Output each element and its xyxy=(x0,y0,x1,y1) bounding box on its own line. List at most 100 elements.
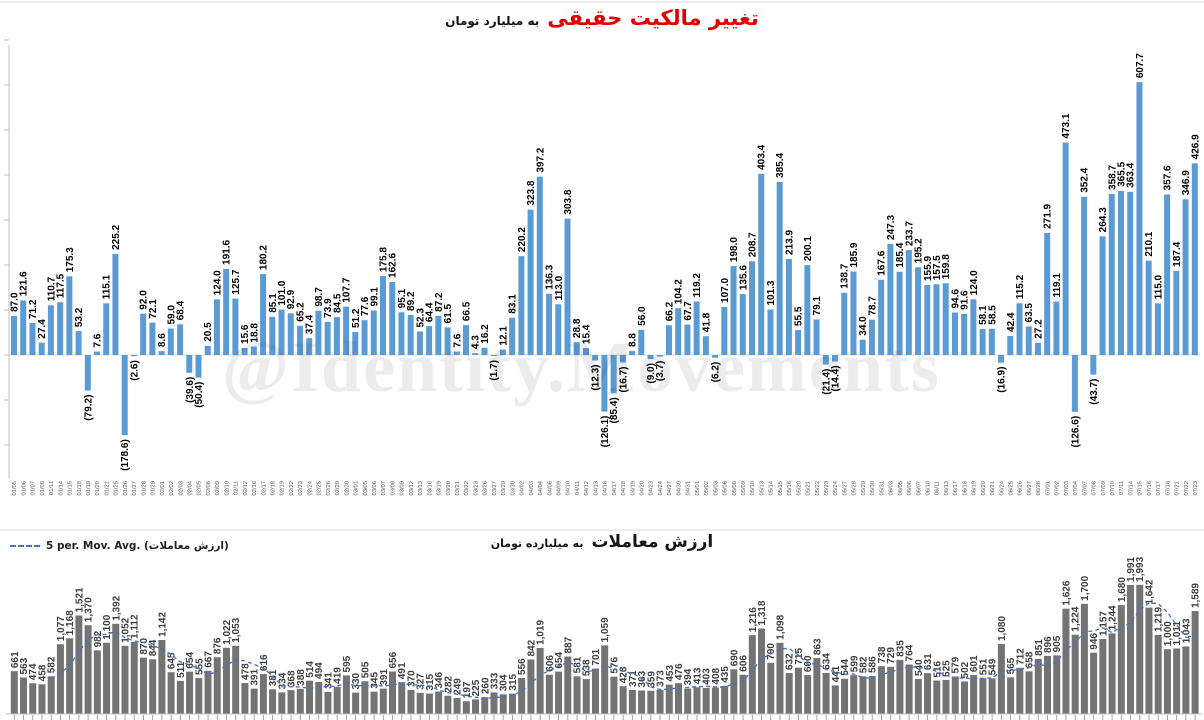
top-bar-value-label: (6.2) xyxy=(711,362,722,383)
top-bar-value-label: 397.2 xyxy=(535,147,546,172)
bottom-bar xyxy=(269,689,277,714)
bottom-bar-value-label: 345 xyxy=(370,672,381,689)
bottom-bar-value-label: 565 xyxy=(1006,657,1017,674)
bottom-bar xyxy=(850,675,858,714)
bottom-bar-value-label: 346 xyxy=(434,671,445,688)
top-bar xyxy=(582,348,589,355)
top-bar xyxy=(103,303,110,355)
x-axis-date-label: 02/03 xyxy=(178,481,184,496)
top-bar-value-label: 27.4 xyxy=(37,319,48,339)
x-axis-date-label: 07/04 xyxy=(1073,480,1079,495)
bottom-bar xyxy=(1062,608,1070,714)
trade-value-plot: 6615634744585821,0771,1681,5211,3709821,… xyxy=(0,529,1204,720)
top-bar xyxy=(47,305,54,355)
bottom-bar xyxy=(379,688,387,714)
bottom-bar-value-label: 764 xyxy=(905,644,916,661)
bottom-bar-value-label: 549 xyxy=(988,658,999,675)
top-bar-value-label: 113.0 xyxy=(554,275,565,300)
top-bar xyxy=(278,309,285,355)
top-bar xyxy=(721,306,728,355)
top-bar xyxy=(933,284,940,355)
top-bar-value-label: 73.9 xyxy=(323,298,334,318)
x-axis-date-label: 06/18 xyxy=(962,481,968,496)
x-axis-date-label: 06/27 xyxy=(1027,481,1033,496)
bottom-bar xyxy=(232,645,240,714)
x-axis-date-label: 02/12 xyxy=(243,481,249,496)
x-axis-date-label: 04/09 xyxy=(556,481,562,496)
top-bar xyxy=(407,314,414,355)
top-bar xyxy=(1154,303,1161,355)
top-bar-value-label: 159.8 xyxy=(941,254,952,279)
top-bar-value-label: 121.6 xyxy=(19,271,30,296)
bottom-bar xyxy=(804,675,812,714)
top-chart-title: تغییر مالکیت حقیقی به میلیارد تومان xyxy=(0,6,1204,30)
bottom-bar xyxy=(389,671,397,714)
bottom-bar-value-label: 1,589 xyxy=(1191,583,1202,608)
bottom-bar xyxy=(84,625,92,714)
bottom-bar xyxy=(933,680,941,714)
x-axis-date-label: 05/27 xyxy=(842,481,848,496)
top-bar xyxy=(878,279,885,355)
top-bar-value-label: 385.4 xyxy=(775,152,786,177)
bottom-bar-value-label: 516 xyxy=(932,660,943,677)
bottom-bar xyxy=(195,678,203,714)
bottom-bar-value-label: 582 xyxy=(859,656,870,673)
bottom-bar-value-label: 1,059 xyxy=(600,617,611,642)
top-bar xyxy=(94,351,101,355)
bottom-bar xyxy=(103,642,111,714)
top-bar-value-label: 115.0 xyxy=(1153,274,1164,299)
bottom-bar-value-label: 315 xyxy=(508,673,519,690)
x-axis-date-label: 04/18 xyxy=(621,481,627,496)
x-axis-date-label: 06/07 xyxy=(916,481,922,496)
bottom-bar xyxy=(619,686,627,714)
top-bar xyxy=(629,351,636,355)
bottom-bar-value-label: 478 xyxy=(240,663,251,680)
x-axis-date-label: 04/19 xyxy=(630,481,636,496)
top-bar-value-label: 34.0 xyxy=(858,316,869,336)
trade-value-chart: 5 per. Mov. Avg. (ارزش معاملات) ارزش معا… xyxy=(0,528,1204,720)
bottom-bar-value-label: 514 xyxy=(305,661,316,678)
bottom-bar xyxy=(1108,633,1116,714)
bottom-bar xyxy=(813,658,821,714)
x-axis-date-label: 06/10 xyxy=(925,481,931,496)
x-axis-date-label: 03/08 xyxy=(390,481,396,496)
x-axis-date-label: 06/06 xyxy=(907,481,913,496)
x-axis-date-label: 06/21 xyxy=(990,481,996,496)
x-axis-date-label: 05/21 xyxy=(806,481,812,496)
bottom-bar-value-label: 505 xyxy=(360,661,371,678)
bottom-bar-value-label: 525 xyxy=(942,660,953,677)
x-axis-date-label: 03/23 xyxy=(473,481,479,496)
x-axis-date-label: 04/17 xyxy=(612,481,618,496)
bottom-bar-value-label: 249 xyxy=(453,678,464,695)
bottom-bar xyxy=(638,690,646,714)
x-axis-date-label: 01/26 xyxy=(123,481,129,496)
bottom-bar-value-label: 1,142 xyxy=(157,612,168,637)
bottom-bar-value-label: 334 xyxy=(277,672,288,689)
x-axis-date-label: 04/23 xyxy=(649,481,655,496)
bottom-bar-value-label: 1,168 xyxy=(65,610,76,635)
x-axis-date-label: 06/25 xyxy=(1009,481,1015,496)
bottom-bar xyxy=(1007,677,1015,714)
top-bar-value-label: 175.8 xyxy=(379,247,390,272)
bottom-bar xyxy=(684,688,692,714)
bottom-bar xyxy=(93,650,101,714)
bottom-bar-value-label: 408 xyxy=(711,667,722,684)
top-bar-value-label: 136.3 xyxy=(545,264,556,289)
bottom-chart-title: ارزش معاملات به میلیارده تومان xyxy=(0,532,1204,552)
top-bar xyxy=(20,300,27,355)
bottom-bar xyxy=(951,676,959,714)
top-bar xyxy=(536,176,543,355)
x-axis-date-label: 01/14 xyxy=(58,480,64,495)
bottom-bar xyxy=(610,676,618,714)
bottom-bar xyxy=(186,671,194,714)
top-bar xyxy=(38,342,45,355)
top-bar-value-label: 175.3 xyxy=(65,247,76,272)
top-bar-value-label: 18.8 xyxy=(249,323,260,343)
top-bar xyxy=(1081,196,1088,355)
top-bar-value-label: 52.3 xyxy=(415,308,426,328)
top-chart-title-main: تغییر مالکیت حقیقی xyxy=(547,6,759,30)
x-axis-date-label: 06/17 xyxy=(953,481,959,496)
top-bar xyxy=(1025,326,1032,355)
x-axis-date-label: 02/11 xyxy=(234,481,240,495)
x-axis-date-label: 02/04 xyxy=(187,480,193,495)
